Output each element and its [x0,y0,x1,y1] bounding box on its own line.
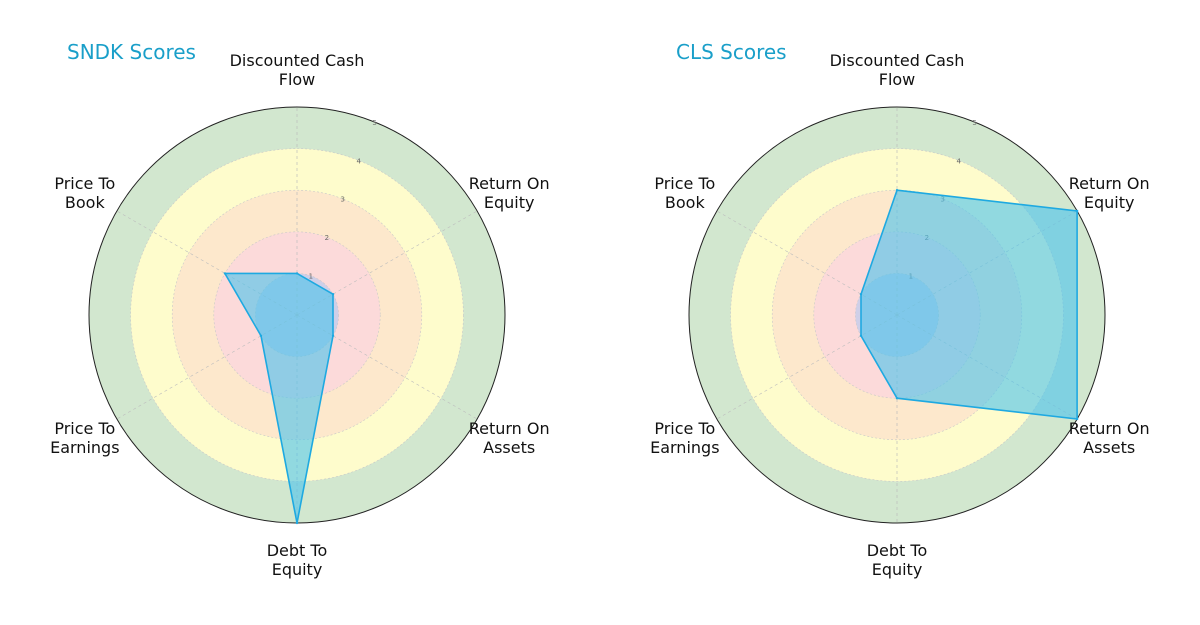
axis-label: Return On Equity [429,174,589,212]
axis-label: Return On Assets [1029,419,1189,457]
axis-label-line: Return On [1068,418,1150,438]
axis-label-line: Return On [468,418,550,438]
radial-tick-label: 2 [325,234,329,242]
axis-label: Discounted Cash Flow [817,51,977,89]
axis-label-line: Debt To [266,541,328,560]
data-point [295,272,299,275]
axis-label-line: Book [664,192,705,212]
axis-label-line: Price To [54,173,116,193]
axis-label-line: Earnings [50,437,120,457]
axis-label-line: Price To [654,173,716,193]
axis-label-line: Flow [878,70,916,89]
axis-label-line: Flow [278,70,316,89]
axis-spoke [116,314,298,420]
axis-label: Discounted Cash Flow [217,51,377,89]
radial-tick-label: 5 [372,119,376,127]
axis-label: Debt To Equity [217,541,377,579]
data-point [295,521,299,525]
grid-ring-2 [213,231,381,399]
data-point [223,272,227,275]
axis-spoke [716,210,898,316]
axis-label: Price To Earnings [605,419,765,457]
axis-label-line: Book [64,192,105,212]
grid-ring-3 [171,189,423,441]
data-point [1075,209,1079,213]
axis-label-line: Assets [483,437,536,457]
axis-label: Price To Book [5,174,165,212]
axis-label-line: Earnings [650,437,720,457]
data-point [259,334,263,337]
radar-plot: 1 2 3 4 5 [88,106,506,525]
axis-label-line: Discounted Cash [829,51,965,70]
axis-label-line: Equity [1083,192,1135,212]
radial-tick-label: 1 [309,273,313,281]
axis-label-line: Price To [654,418,716,438]
data-point [1075,417,1079,421]
radial-tick-label: 4 [956,157,961,165]
series-polygon [860,189,1078,420]
data-point [331,334,335,337]
axis-label: Return On Assets [429,419,589,457]
axis-label-line: Equity [483,192,535,212]
data-point [895,397,899,400]
data-point [331,293,335,296]
chart-title: SNDK Scores [67,40,196,64]
data-point [859,334,863,337]
radar-frame [688,106,1106,524]
axis-label: Return On Equity [1029,174,1189,212]
axis-spoke [296,314,478,420]
axis-label: Price To Book [605,174,765,212]
axis-label-line: Discounted Cash [229,51,365,70]
data-point [895,189,899,192]
axis-label-line: Equity [871,560,923,579]
data-point [859,293,863,296]
axis-label-line: Return On [468,173,550,193]
axis-spoke [716,314,898,420]
axis-label: Debt To Equity [817,541,977,579]
radial-tick-label: 4 [356,157,361,165]
axis-spoke [116,210,298,316]
axis-label-line: Price To [54,418,116,438]
axis-label: Price To Earnings [5,419,165,457]
axis-label-line: Equity [271,560,323,579]
axis-spoke [296,210,478,316]
radial-tick-label: 3 [341,196,345,204]
axis-label-line: Debt To [866,541,928,560]
chart-title: CLS Scores [676,40,787,64]
sndk-radar-chart: SNDK Scores 1 2 3 4 5 Discounted Cash Flow Ret… [5,40,589,579]
axis-label-line: Return On [1068,173,1150,193]
axis-label-line: Assets [1083,437,1136,457]
radial-tick-label: 5 [972,119,976,127]
